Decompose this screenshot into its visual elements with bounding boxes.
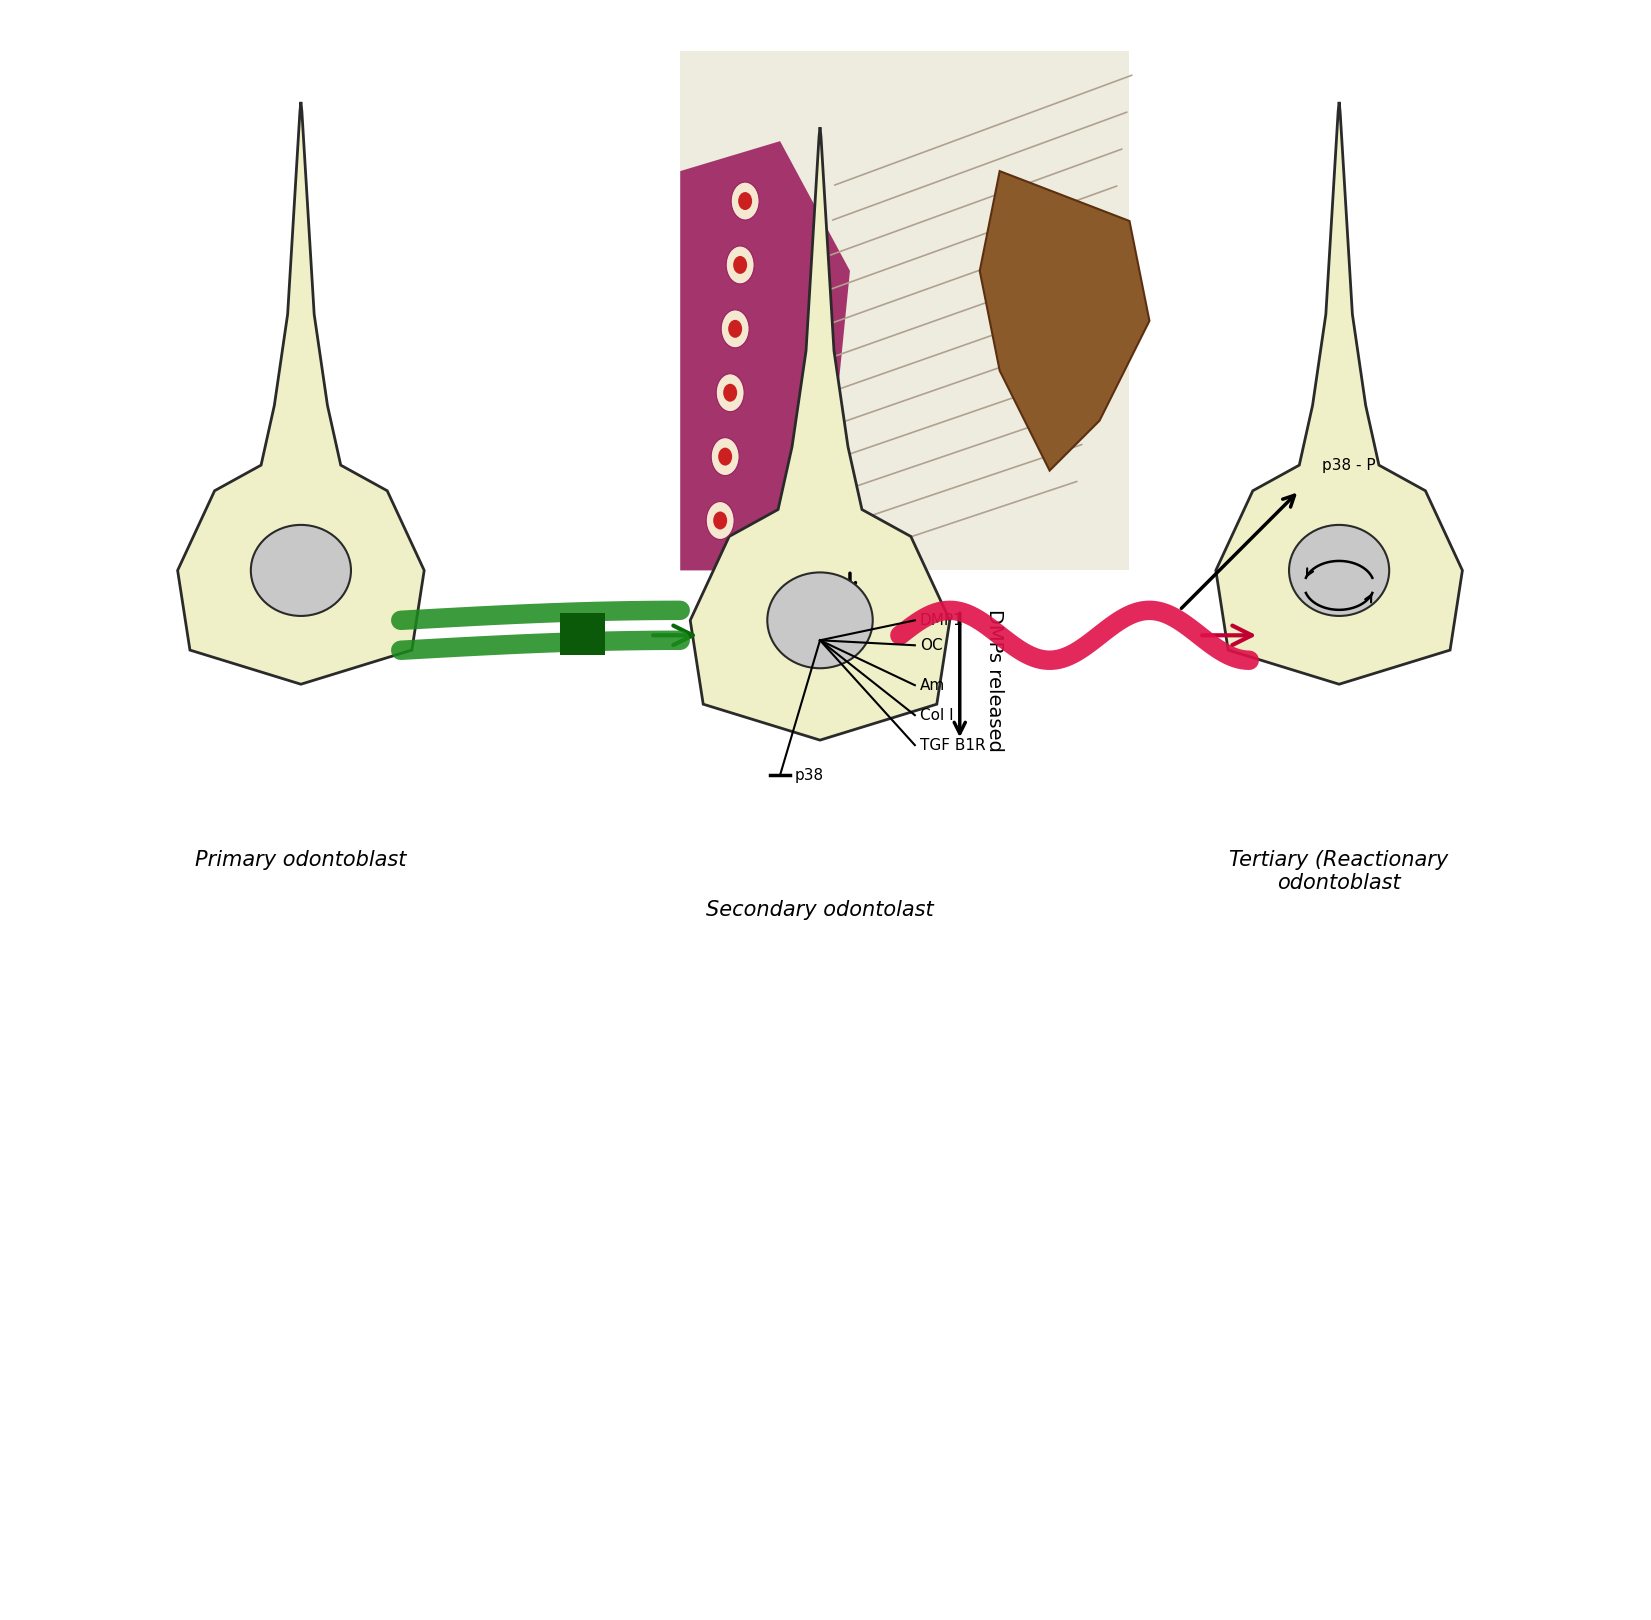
Ellipse shape <box>712 437 740 476</box>
Ellipse shape <box>1289 525 1388 616</box>
Polygon shape <box>178 102 424 684</box>
Ellipse shape <box>251 525 352 616</box>
Ellipse shape <box>726 246 755 284</box>
Ellipse shape <box>731 181 759 220</box>
Text: Secondary odontolast: Secondary odontolast <box>707 899 934 920</box>
Text: TGF B1R: TGF B1R <box>920 737 986 753</box>
Text: DMP1: DMP1 <box>920 612 964 629</box>
Ellipse shape <box>768 572 873 667</box>
FancyArrowPatch shape <box>827 224 1111 326</box>
FancyArrowPatch shape <box>824 259 1106 360</box>
Ellipse shape <box>718 447 731 465</box>
FancyArrowPatch shape <box>829 186 1116 290</box>
FancyArrowPatch shape <box>814 444 1081 535</box>
Text: Primary odontoblast: Primary odontoblast <box>195 850 406 870</box>
FancyArrowPatch shape <box>835 75 1133 185</box>
Ellipse shape <box>713 512 726 530</box>
Text: p38 - P: p38 - P <box>1322 458 1375 473</box>
Text: Tertiary (Reactionary
odontoblast: Tertiary (Reactionary odontoblast <box>1230 850 1448 893</box>
Text: DMPs released: DMPs released <box>986 609 1004 752</box>
Text: OC: OC <box>920 638 943 653</box>
Polygon shape <box>680 141 850 570</box>
Text: Am: Am <box>920 677 944 693</box>
FancyArrowPatch shape <box>822 296 1101 395</box>
FancyArrowPatch shape <box>830 149 1123 254</box>
Ellipse shape <box>721 309 750 348</box>
Ellipse shape <box>707 502 735 539</box>
FancyArrowPatch shape <box>821 334 1096 429</box>
Polygon shape <box>1215 102 1463 684</box>
Ellipse shape <box>723 384 736 402</box>
FancyBboxPatch shape <box>680 52 1129 570</box>
FancyArrowPatch shape <box>812 481 1076 570</box>
Text: Col I: Col I <box>920 708 954 723</box>
FancyArrowPatch shape <box>819 371 1091 465</box>
Ellipse shape <box>738 193 753 211</box>
FancyArrowPatch shape <box>817 408 1086 499</box>
Ellipse shape <box>717 374 745 411</box>
Ellipse shape <box>728 319 743 339</box>
Polygon shape <box>690 128 949 740</box>
Bar <box>560 614 606 654</box>
Polygon shape <box>979 172 1149 470</box>
Ellipse shape <box>733 256 748 274</box>
Text: p38: p38 <box>796 768 824 782</box>
FancyArrowPatch shape <box>832 112 1128 220</box>
